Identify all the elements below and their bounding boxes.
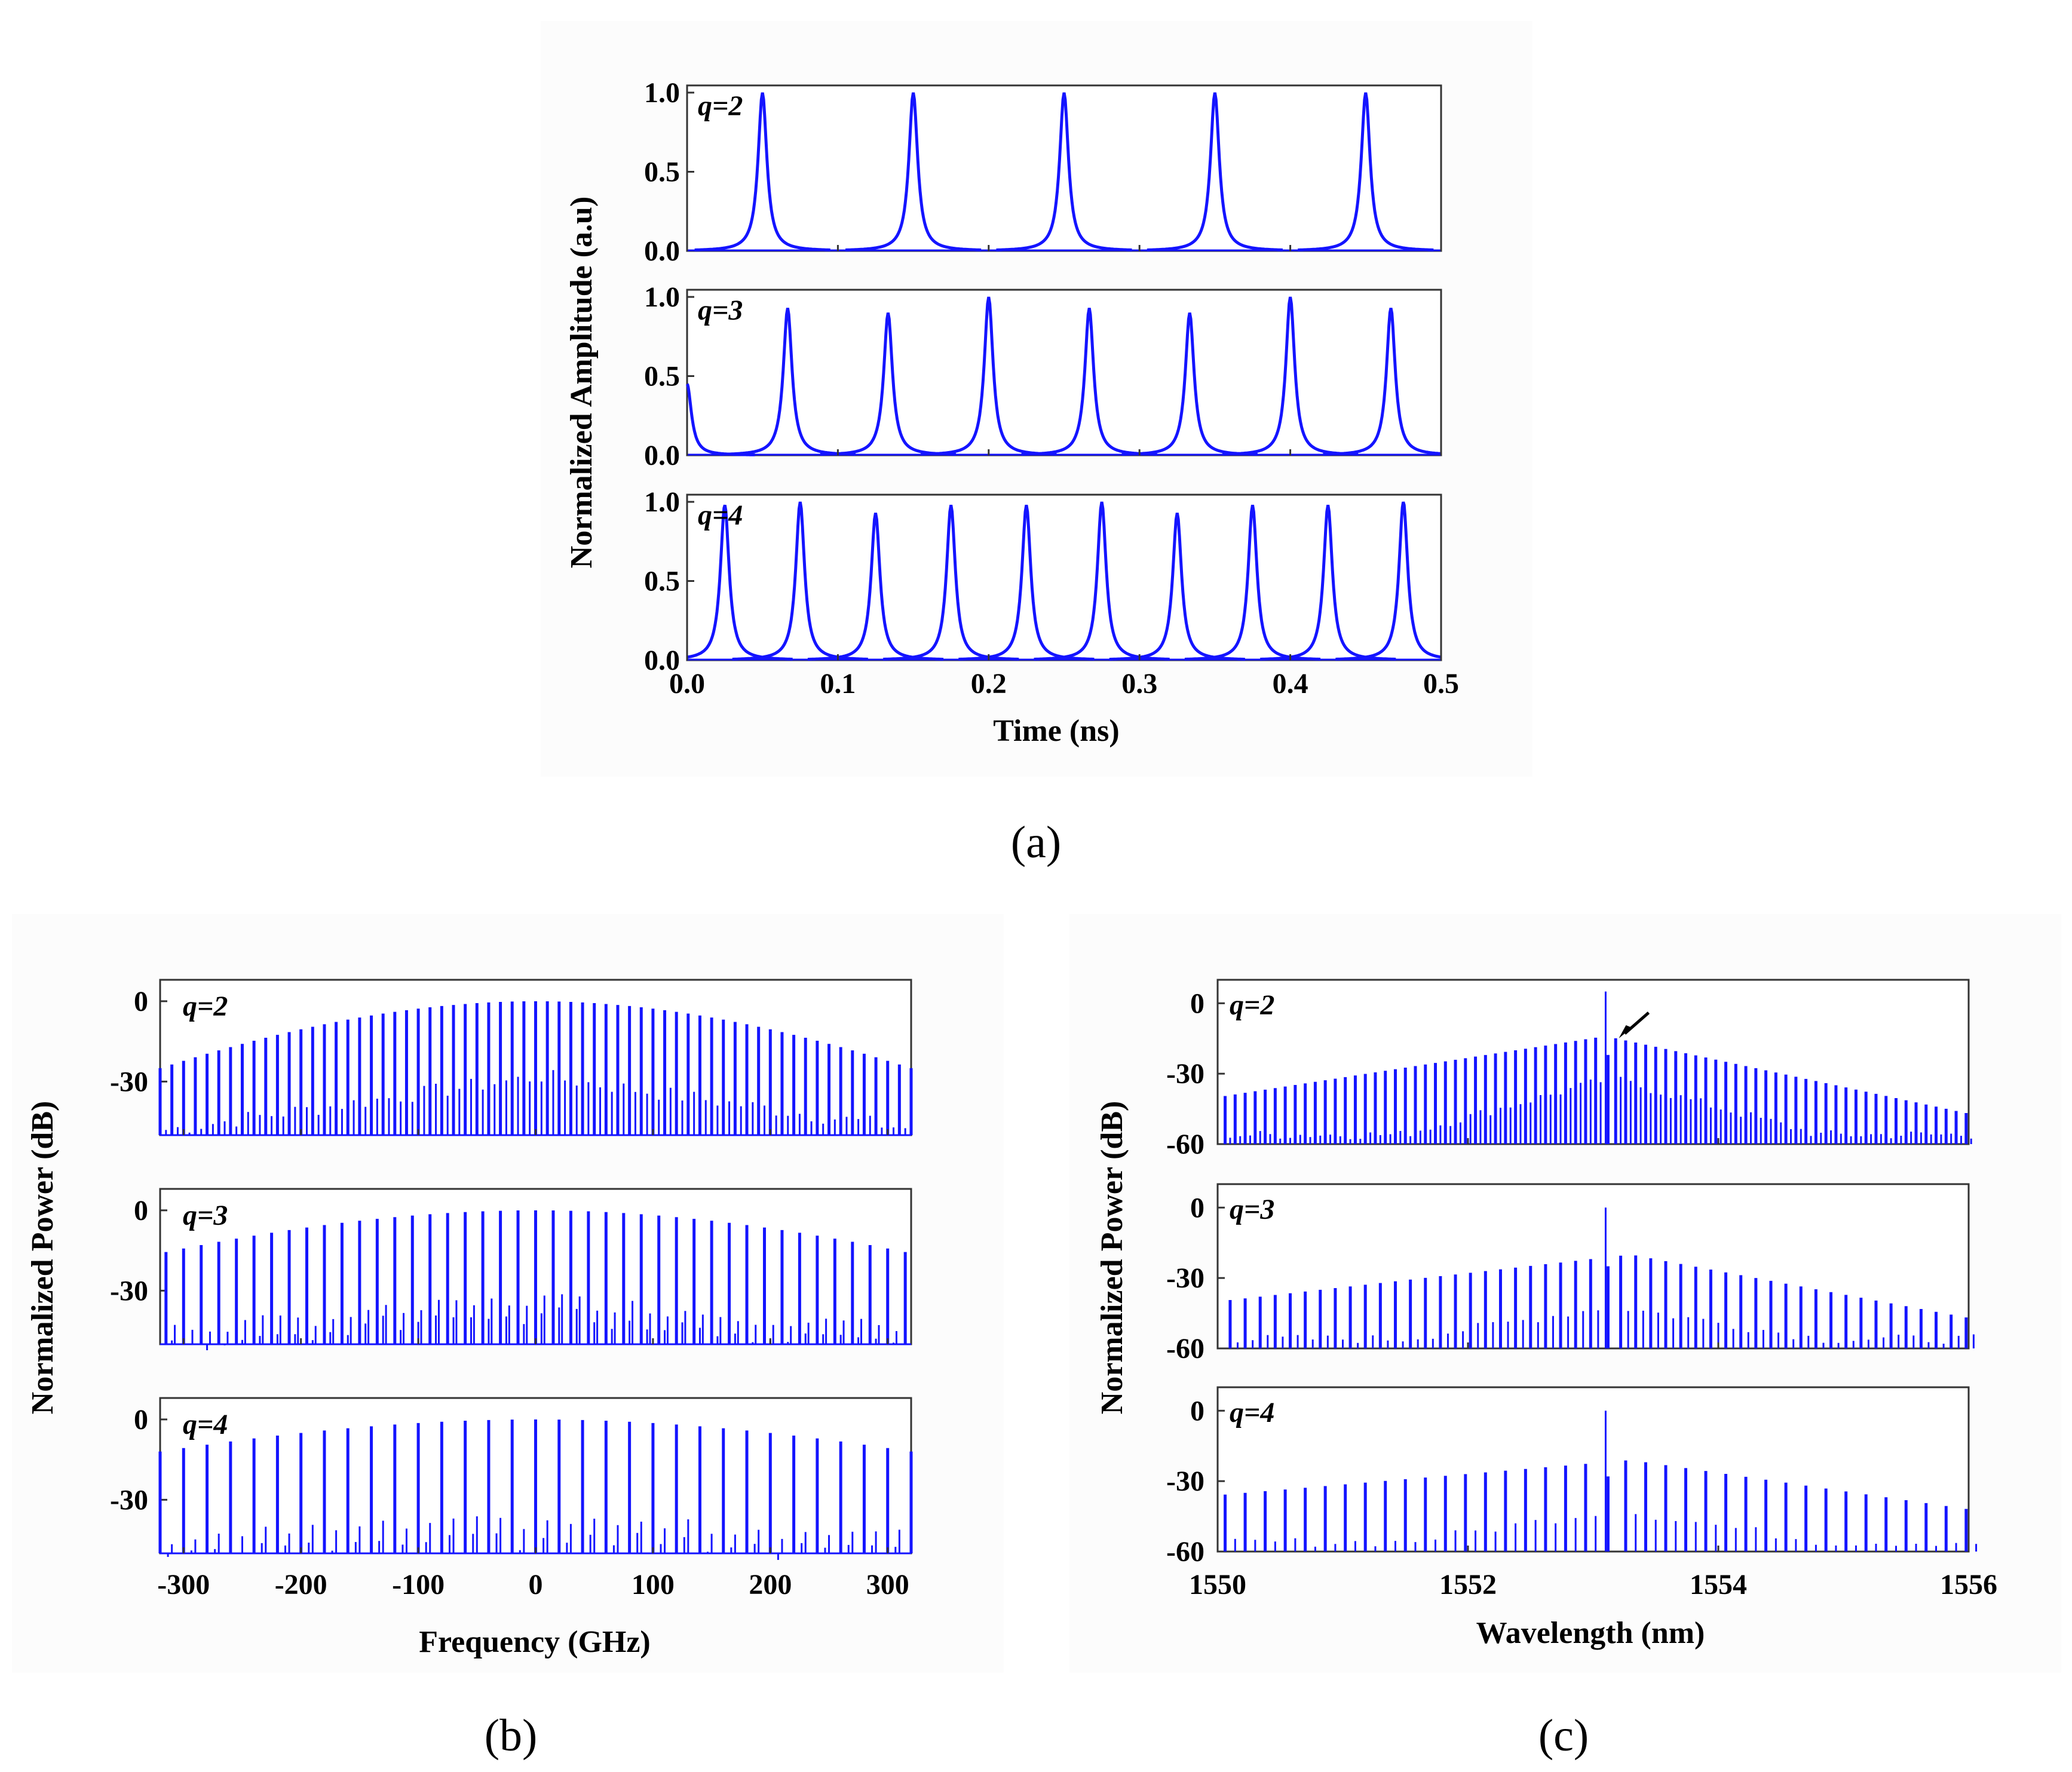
chart-c-ytick-label: 0 — [1190, 1192, 1204, 1224]
chart-a-pulse — [1109, 513, 1245, 661]
chart-c-ylabel: Normalized Power (dB) — [1095, 1101, 1129, 1415]
chart-b-xtick-label: -100 — [392, 1569, 445, 1601]
chart-b-q-label: q=3 — [183, 1200, 228, 1231]
chart-a-ytick-label: 0.5 — [644, 157, 680, 188]
chart-a-ytick-label: 1.0 — [644, 77, 680, 109]
chart-b-caption: (b) — [485, 1710, 538, 1761]
chart-c-ytick-label: 0 — [1190, 988, 1204, 1019]
chart-c-q-label: q=4 — [1230, 1397, 1274, 1428]
chart-a-panel-frame — [686, 493, 1442, 661]
chart-c-ytick-label: -30 — [1166, 1466, 1204, 1497]
chart-a-ytick-label: 0.5 — [644, 361, 680, 393]
chart-a-pulse — [686, 504, 793, 661]
chart-a-xtick-label: 0.0 — [669, 668, 705, 700]
chart-c-ytick-label: 0 — [1190, 1395, 1204, 1427]
chart-a-q-label: q=2 — [698, 90, 743, 122]
chart-c-xlabel: Wavelength (nm) — [1476, 1616, 1705, 1650]
chart-b-xtick-label: 100 — [632, 1569, 675, 1601]
chart-a-ytick-label: 1.0 — [644, 486, 680, 518]
chart-a-xtick-label: 0.5 — [1423, 668, 1459, 700]
chart-a-caption: (a) — [1011, 817, 1061, 867]
chart-a-pulse — [1298, 92, 1434, 252]
chart-b-ylabel: Normalized Power (dB) — [26, 1101, 60, 1415]
chart-a-xtick-label: 0.1 — [820, 668, 856, 700]
chart-b-xtick-label: 200 — [749, 1569, 792, 1601]
chart-b-xlabel: Frequency (GHz) — [419, 1625, 651, 1659]
chart-a-ytick-label: 1.0 — [644, 281, 680, 313]
chart-a-ytick-label: 0.0 — [644, 235, 680, 267]
chart-a-ytick-label: 0.5 — [644, 566, 680, 597]
chart-b-q-label: q=4 — [183, 1409, 228, 1440]
chart-c-panel-frame — [1216, 1183, 1970, 1350]
chart-b-ytick-label: -30 — [110, 1484, 148, 1516]
chart-b-ytick-label: 0 — [134, 1195, 148, 1227]
chart-a-ylabel: Normalized Amplitude (a.u) — [565, 197, 599, 569]
chart-c-xtick-label: 1550 — [1189, 1569, 1246, 1601]
chart-a-pulse — [883, 504, 1019, 661]
chart-a-ytick-label: 0.0 — [644, 440, 680, 471]
chart-c-panel-frame — [1216, 1386, 1970, 1553]
chart-a-xtick-label: 0.3 — [1121, 668, 1157, 700]
chart-a-pulse — [845, 92, 982, 252]
chart-c-ytick-label: -30 — [1166, 1058, 1204, 1090]
chart-b-xtick-label: -300 — [157, 1569, 210, 1601]
chart-a-xtick-label: 0.2 — [971, 668, 1007, 700]
chart-a-pulse — [694, 92, 830, 252]
chart-a-pulse — [807, 513, 944, 661]
chart-a-pulse — [1323, 308, 1442, 456]
chart-c-panel-frame — [1216, 979, 1970, 1145]
chart-a-panel-frame — [686, 289, 1442, 456]
chart-c-xtick-label: 1552 — [1439, 1569, 1497, 1601]
chart-c-xtick-label: 1556 — [1940, 1569, 1997, 1601]
chart-b-xtick-label: 300 — [866, 1569, 909, 1601]
chart-a-pulse — [1184, 504, 1321, 661]
chart-c-ytick-label: -60 — [1166, 1129, 1204, 1160]
chart-a-pulse — [1147, 92, 1283, 252]
chart-a-xtick-label: 0.4 — [1273, 668, 1308, 700]
chart-a-panel-frame — [686, 84, 1442, 252]
chart-a-q-label: q=4 — [698, 499, 743, 531]
chart-a-pulse — [958, 504, 1095, 661]
chart-a-pulse — [1034, 501, 1170, 661]
chart-b-ytick-label: -30 — [110, 1066, 148, 1097]
chart-c-ytick-label: -60 — [1166, 1333, 1204, 1365]
chart-b-q-label: q=2 — [183, 991, 228, 1022]
chart-b-ytick-label: 0 — [134, 1404, 148, 1436]
chart-c-xtick-label: 1554 — [1690, 1569, 1747, 1601]
chart-c-ytick-label: -30 — [1166, 1262, 1204, 1294]
chart-c-q-label: q=3 — [1230, 1194, 1274, 1225]
chart-c-caption: (c) — [1538, 1710, 1589, 1761]
chart-b-ytick-label: 0 — [134, 986, 148, 1017]
chart-b-ytick-label: -30 — [110, 1275, 148, 1307]
chart-b-xtick-label: 0 — [529, 1569, 543, 1601]
chart-a-ytick-label: 0.0 — [644, 645, 680, 676]
chart-a-q-label: q=3 — [698, 295, 743, 326]
chart-c-arrow-head — [1619, 1025, 1632, 1038]
chart-c: 0 -30 -60 q=2 0 -30 -60 q=3 0 -30 -60 q=4 1550 1552 15… — [1166, 979, 1997, 1601]
chart-a: 0.0 0.5 1.0 q=2 0.0 0.5 1.0 q=3 0.0 0.5 1.0 q=4 0.0 0… — [644, 77, 1459, 700]
chart-a-pulse — [732, 501, 868, 661]
chart-b-xtick-label: -200 — [275, 1569, 327, 1601]
chart-a-pulse — [1335, 501, 1442, 661]
chart-c-ytick-label: -60 — [1166, 1536, 1204, 1568]
chart-a-pulse — [1260, 504, 1396, 661]
chart-a-pulse — [996, 92, 1132, 252]
chart-c-q-label: q=2 — [1230, 989, 1274, 1021]
chart-a-xlabel: Time (ns) — [993, 714, 1119, 748]
chart-b: 0 -30 q=2 0 -30 q=3 0 -30 q=4 -300 -200 -100 0 100 200… — [110, 979, 913, 1601]
